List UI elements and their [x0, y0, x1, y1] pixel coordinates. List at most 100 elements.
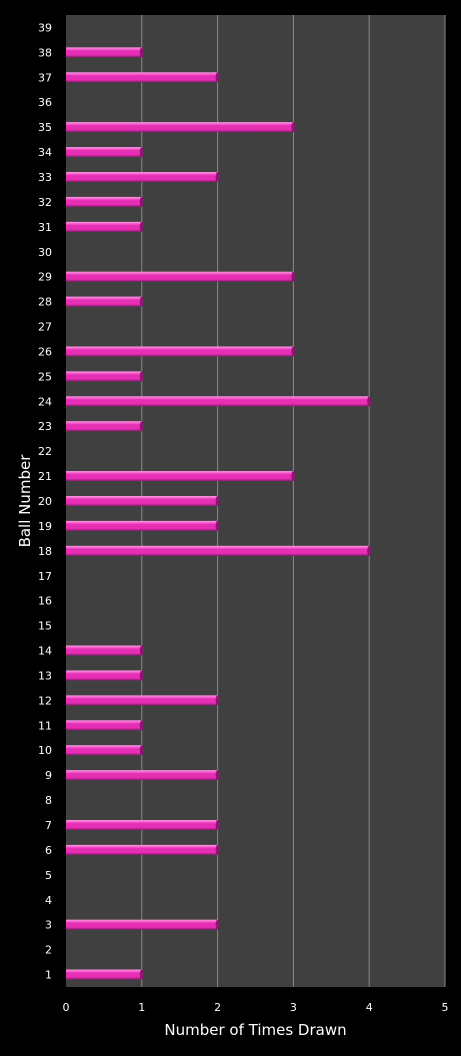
bar-end-cap: [291, 471, 296, 482]
bar-body: [66, 720, 142, 731]
bar: [66, 172, 220, 182]
bar: [66, 770, 220, 781]
bar: [66, 745, 144, 756]
y-tick-label: 38: [38, 46, 52, 59]
x-tick-label: 3: [290, 1001, 297, 1014]
bar-end-cap: [139, 745, 144, 756]
x-tick-label: 0: [63, 1001, 70, 1014]
bar-end-cap: [215, 844, 220, 855]
bar-body: [66, 496, 218, 506]
bar-body: [66, 820, 218, 830]
y-tick-label: 23: [38, 420, 52, 433]
bar-end-cap: [291, 346, 296, 357]
bar-body: [66, 645, 142, 656]
bar-body: [66, 296, 142, 307]
x-axis-ticks: 0 1 2 3 4 5: [63, 1001, 449, 1014]
y-tick-label: 34: [38, 146, 52, 159]
bar-end-cap: [367, 545, 372, 556]
y-tick-label: 25: [38, 370, 52, 383]
bar: [66, 147, 144, 158]
y-tick-label: 6: [45, 844, 52, 857]
bars: [66, 47, 372, 980]
bar: [66, 72, 220, 83]
bar: [66, 670, 144, 681]
bar-body: [66, 172, 218, 182]
bar-body: [66, 346, 294, 357]
bar: [66, 969, 144, 980]
bar-body: [66, 421, 142, 432]
bar-end-cap: [215, 172, 220, 182]
y-tick-label: 17: [38, 570, 52, 583]
y-tick-label: 4: [45, 894, 52, 907]
y-axis-ticks: 1234567891011121314151617181920212223242…: [38, 21, 52, 981]
bar-end-cap: [215, 520, 220, 531]
x-axis-title: Number of Times Drawn: [164, 1021, 346, 1039]
bar-end-cap: [215, 72, 220, 83]
y-tick-label: 37: [38, 71, 52, 84]
y-axis-title: Ball Number: [16, 454, 34, 548]
y-tick-label: 18: [38, 545, 52, 558]
y-tick-label: 3: [45, 919, 52, 932]
y-tick-label: 11: [38, 719, 52, 732]
bar-end-cap: [367, 396, 372, 407]
bar: [66, 421, 144, 432]
bar: [66, 720, 144, 731]
y-tick-label: 28: [38, 296, 52, 309]
bar: [66, 396, 372, 407]
bar: [66, 122, 296, 133]
y-tick-label: 5: [45, 869, 52, 882]
bar-end-cap: [139, 147, 144, 158]
bar: [66, 196, 144, 207]
bar-end-cap: [139, 296, 144, 307]
bar-body: [66, 745, 142, 756]
bar: [66, 545, 372, 556]
bar-body: [66, 695, 218, 706]
bar-end-cap: [215, 695, 220, 706]
y-tick-label: 12: [38, 694, 52, 707]
y-tick-label: 1: [45, 969, 52, 982]
bar-body: [66, 396, 370, 407]
x-tick-label: 2: [214, 1001, 221, 1014]
bar-body: [66, 147, 142, 158]
y-tick-label: 27: [38, 321, 52, 334]
bar: [66, 47, 144, 58]
y-tick-label: 19: [38, 520, 52, 533]
y-tick-label: 31: [38, 221, 52, 234]
bar-body: [66, 471, 294, 482]
bar-end-cap: [139, 720, 144, 731]
y-tick-label: 13: [38, 669, 52, 682]
y-tick-label: 14: [38, 645, 52, 658]
bar: [66, 695, 220, 706]
x-tick-label: 1: [138, 1001, 145, 1014]
bar-body: [66, 670, 142, 681]
y-tick-label: 30: [38, 246, 52, 259]
y-tick-label: 20: [38, 495, 52, 508]
bar-end-cap: [139, 670, 144, 681]
bar-end-cap: [139, 196, 144, 207]
bar-body: [66, 72, 218, 83]
bar: [66, 271, 296, 282]
bar-body: [66, 770, 218, 781]
bar-end-cap: [139, 371, 144, 382]
bar-body: [66, 47, 142, 58]
bar-end-cap: [215, 496, 220, 506]
bar-body: [66, 196, 142, 207]
bar-end-cap: [215, 770, 220, 781]
x-tick-label: 4: [366, 1001, 373, 1014]
bar-end-cap: [291, 122, 296, 133]
y-tick-label: 8: [45, 794, 52, 807]
bar-body: [66, 969, 142, 980]
bar-body: [66, 545, 370, 556]
bar-body: [66, 919, 218, 930]
y-tick-label: 26: [38, 345, 52, 358]
bar-body: [66, 371, 142, 382]
bar-body: [66, 844, 218, 855]
y-tick-label: 21: [38, 470, 52, 483]
y-tick-label: 22: [38, 445, 52, 458]
y-tick-label: 10: [38, 744, 52, 757]
x-tick-label: 5: [442, 1001, 449, 1014]
bar-body: [66, 221, 142, 232]
y-tick-label: 9: [45, 769, 52, 782]
